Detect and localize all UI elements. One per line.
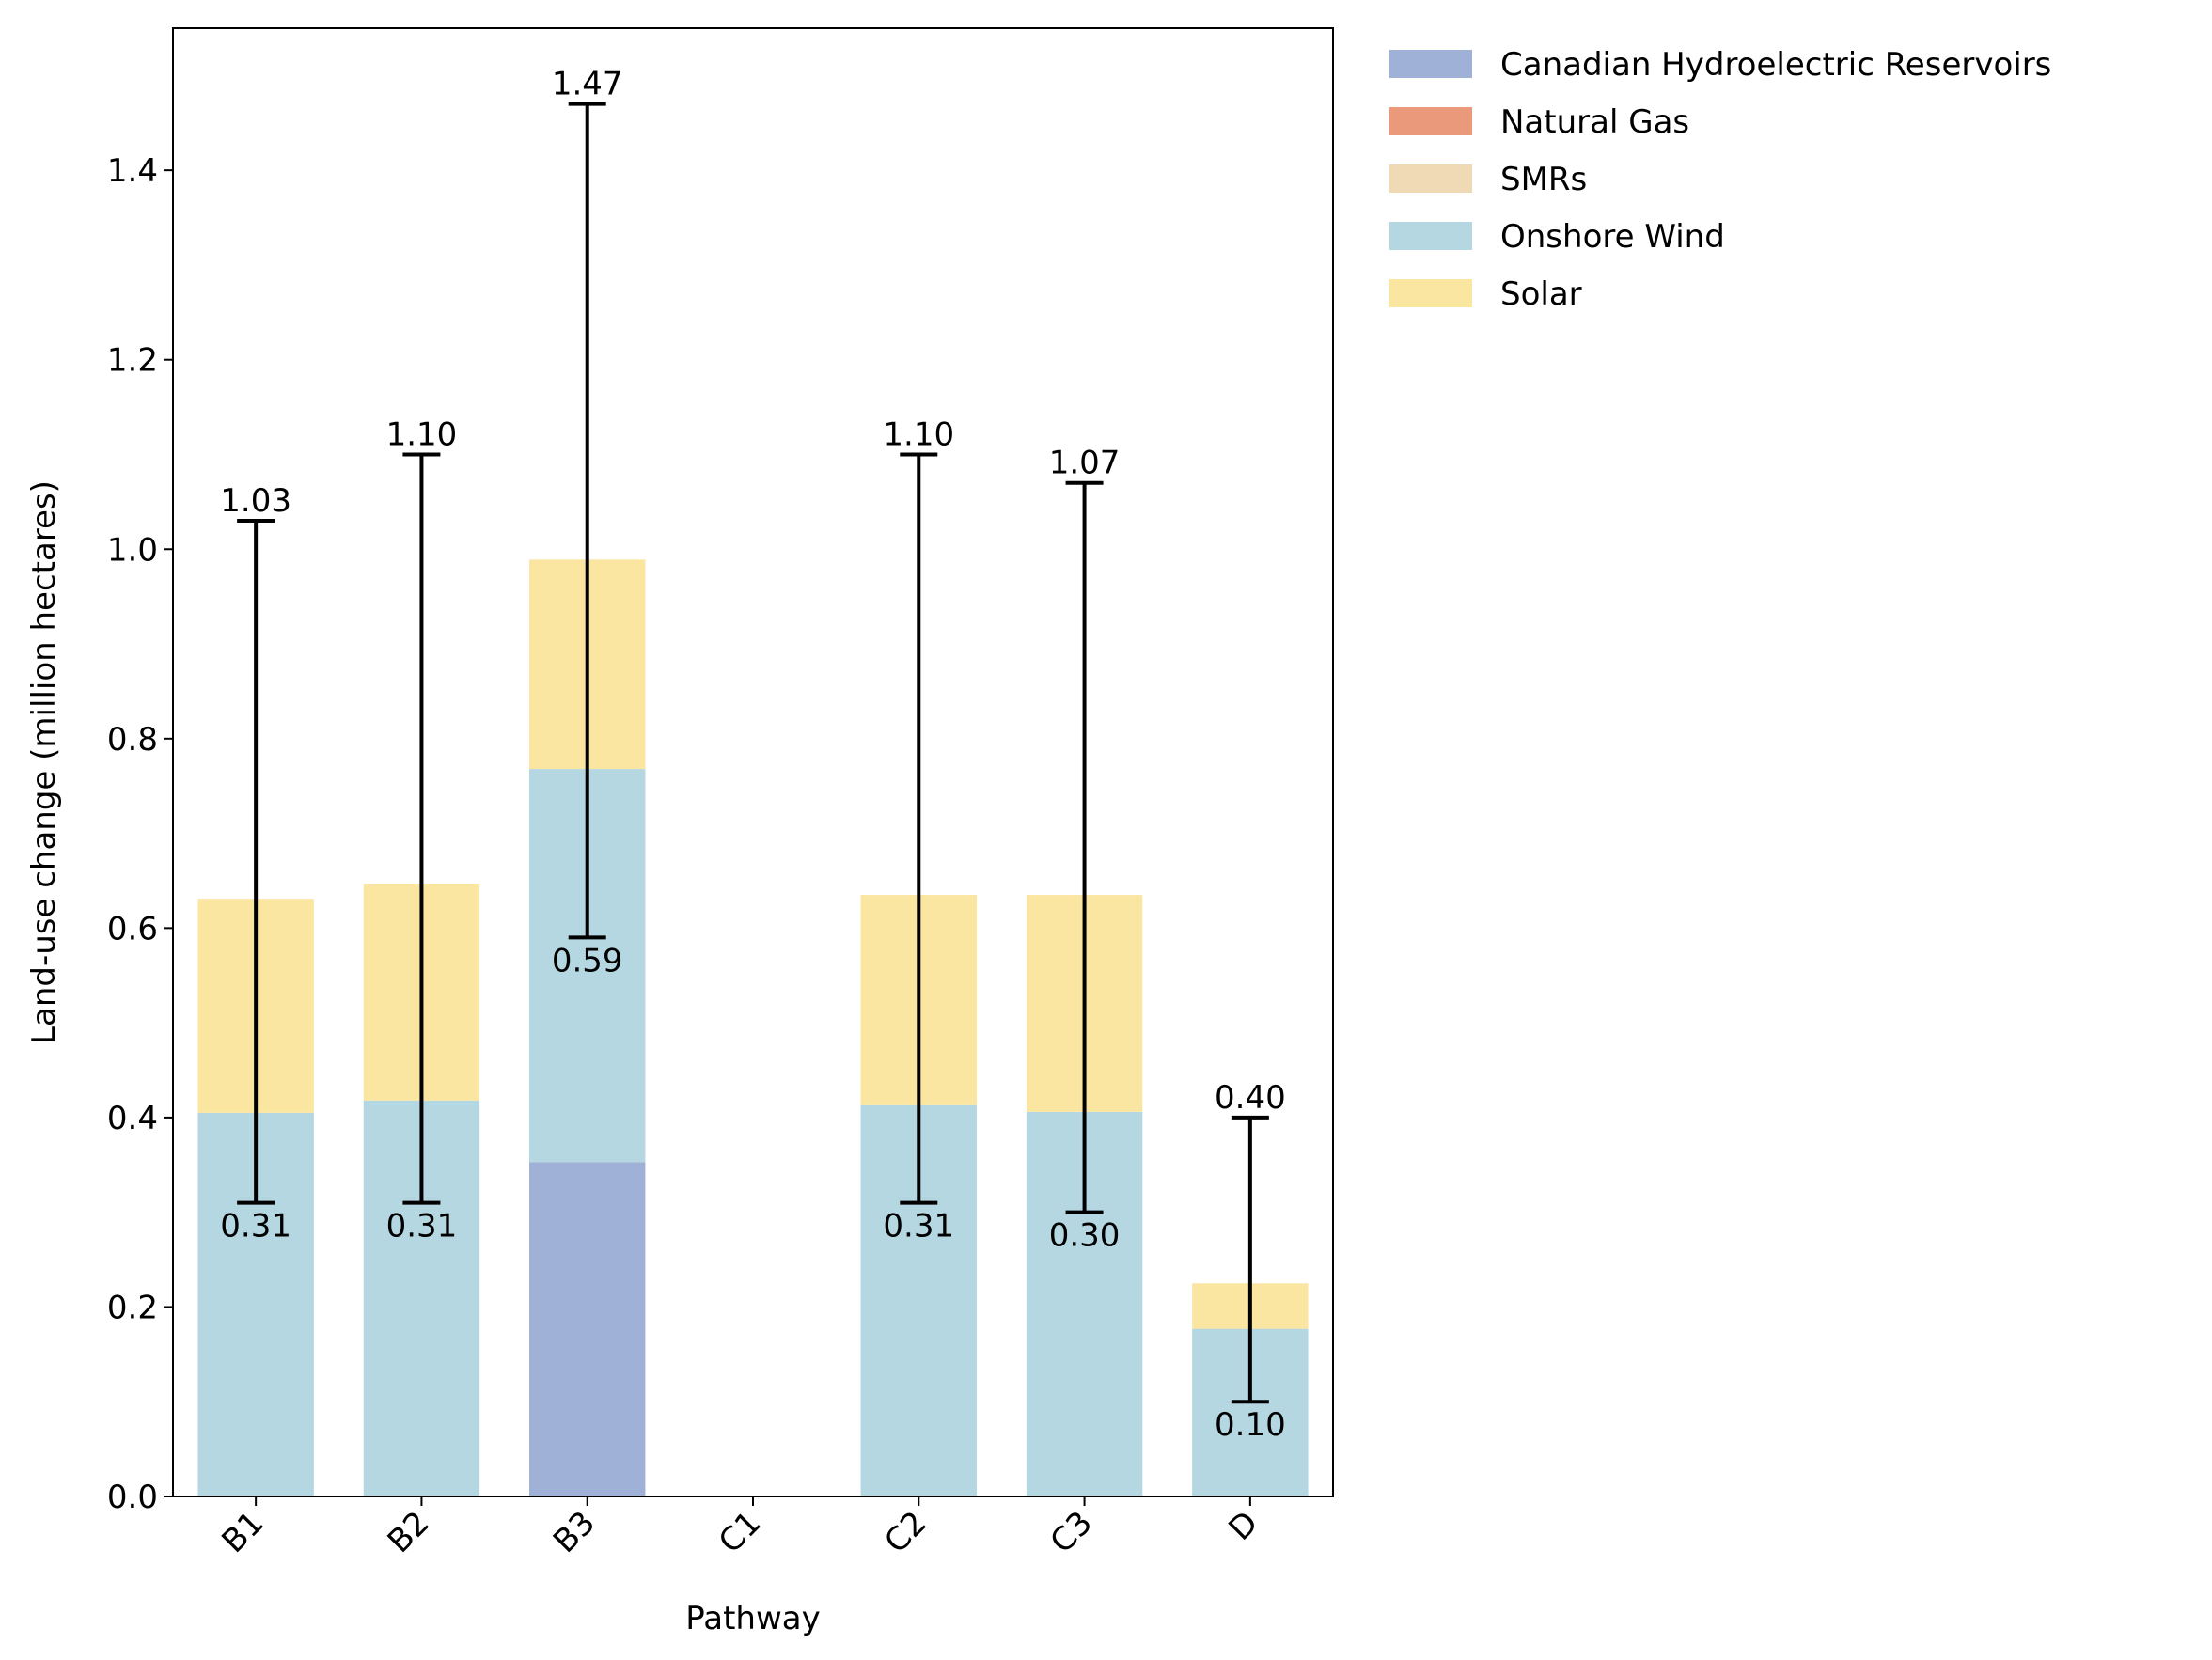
y-tick-label: 0.4	[107, 1100, 158, 1137]
legend-swatch-2	[1389, 164, 1472, 193]
x-axis-label: Pathway	[685, 1600, 820, 1637]
x-axis: B1 B2 B3 C1 C2 C3 D	[214, 1496, 1265, 1560]
plot-frame	[172, 27, 1334, 1497]
x-tick-label-b3: B3	[546, 1504, 603, 1560]
legend-label-0: Canadian Hydroelectric Reservoirs	[1500, 46, 2051, 84]
legend-label-3: Onshore Wind	[1500, 218, 1725, 256]
legend-label-4: Solar	[1500, 275, 1582, 313]
bar-b3-series-0	[529, 1162, 646, 1496]
legend-swatch-3	[1389, 222, 1472, 250]
y-axis: 0.0 0.2 0.4 0.6 0.8 1.0 1.2 1.4	[107, 152, 173, 1516]
y-tick-label: 0.6	[107, 910, 158, 947]
error-upper-label-b1: 1.03	[220, 482, 291, 520]
legend-swatch-0	[1389, 50, 1472, 78]
error-upper-label-c3: 1.07	[1049, 445, 1121, 482]
legend: Canadian Hydroelectric Reservoirs Natural…	[1389, 46, 2051, 313]
legend-swatch-4	[1389, 279, 1472, 307]
x-tick-label-c3: C3	[1043, 1504, 1100, 1560]
x-tick-label-b1: B1	[214, 1504, 271, 1560]
legend-swatch-1	[1389, 107, 1472, 135]
error-lower-label-c3: 0.30	[1049, 1217, 1121, 1255]
error-lower-label-b1: 0.31	[220, 1208, 291, 1245]
error-lower-label-d: 0.10	[1215, 1406, 1286, 1444]
error-upper-label-c2: 1.10	[883, 415, 954, 453]
x-tick-label-c2: C2	[877, 1504, 933, 1560]
x-tick-label-b2: B2	[381, 1504, 437, 1560]
error-lower-label-b3: 0.59	[552, 942, 623, 979]
error-lower-label-c2: 0.31	[883, 1208, 954, 1245]
bars-group	[197, 559, 1309, 1496]
error-upper-label-b2: 1.10	[386, 415, 458, 453]
x-tick-label-d: D	[1221, 1504, 1265, 1548]
y-tick-label: 1.4	[107, 152, 158, 190]
legend-label-2: SMRs	[1500, 161, 1587, 198]
y-tick-label: 1.0	[107, 531, 158, 569]
legend-label-1: Natural Gas	[1500, 103, 1689, 141]
y-axis-label: Land-use change (million hectares)	[25, 480, 63, 1044]
error-upper-label-b3: 1.47	[552, 66, 623, 103]
error-upper-label-d: 0.40	[1215, 1079, 1286, 1117]
error-bars-group: 1.03 0.31 1.10 0.31 1.47 0.59 1.10 0.31 1.07 0.30…	[220, 66, 1285, 1445]
error-lower-label-b2: 0.31	[386, 1208, 458, 1245]
x-tick-label-c1: C1	[712, 1504, 768, 1560]
y-tick-label: 0.0	[107, 1479, 158, 1516]
y-tick-label: 0.8	[107, 721, 158, 759]
y-tick-label: 1.2	[107, 342, 158, 380]
y-tick-label: 0.2	[107, 1289, 158, 1326]
